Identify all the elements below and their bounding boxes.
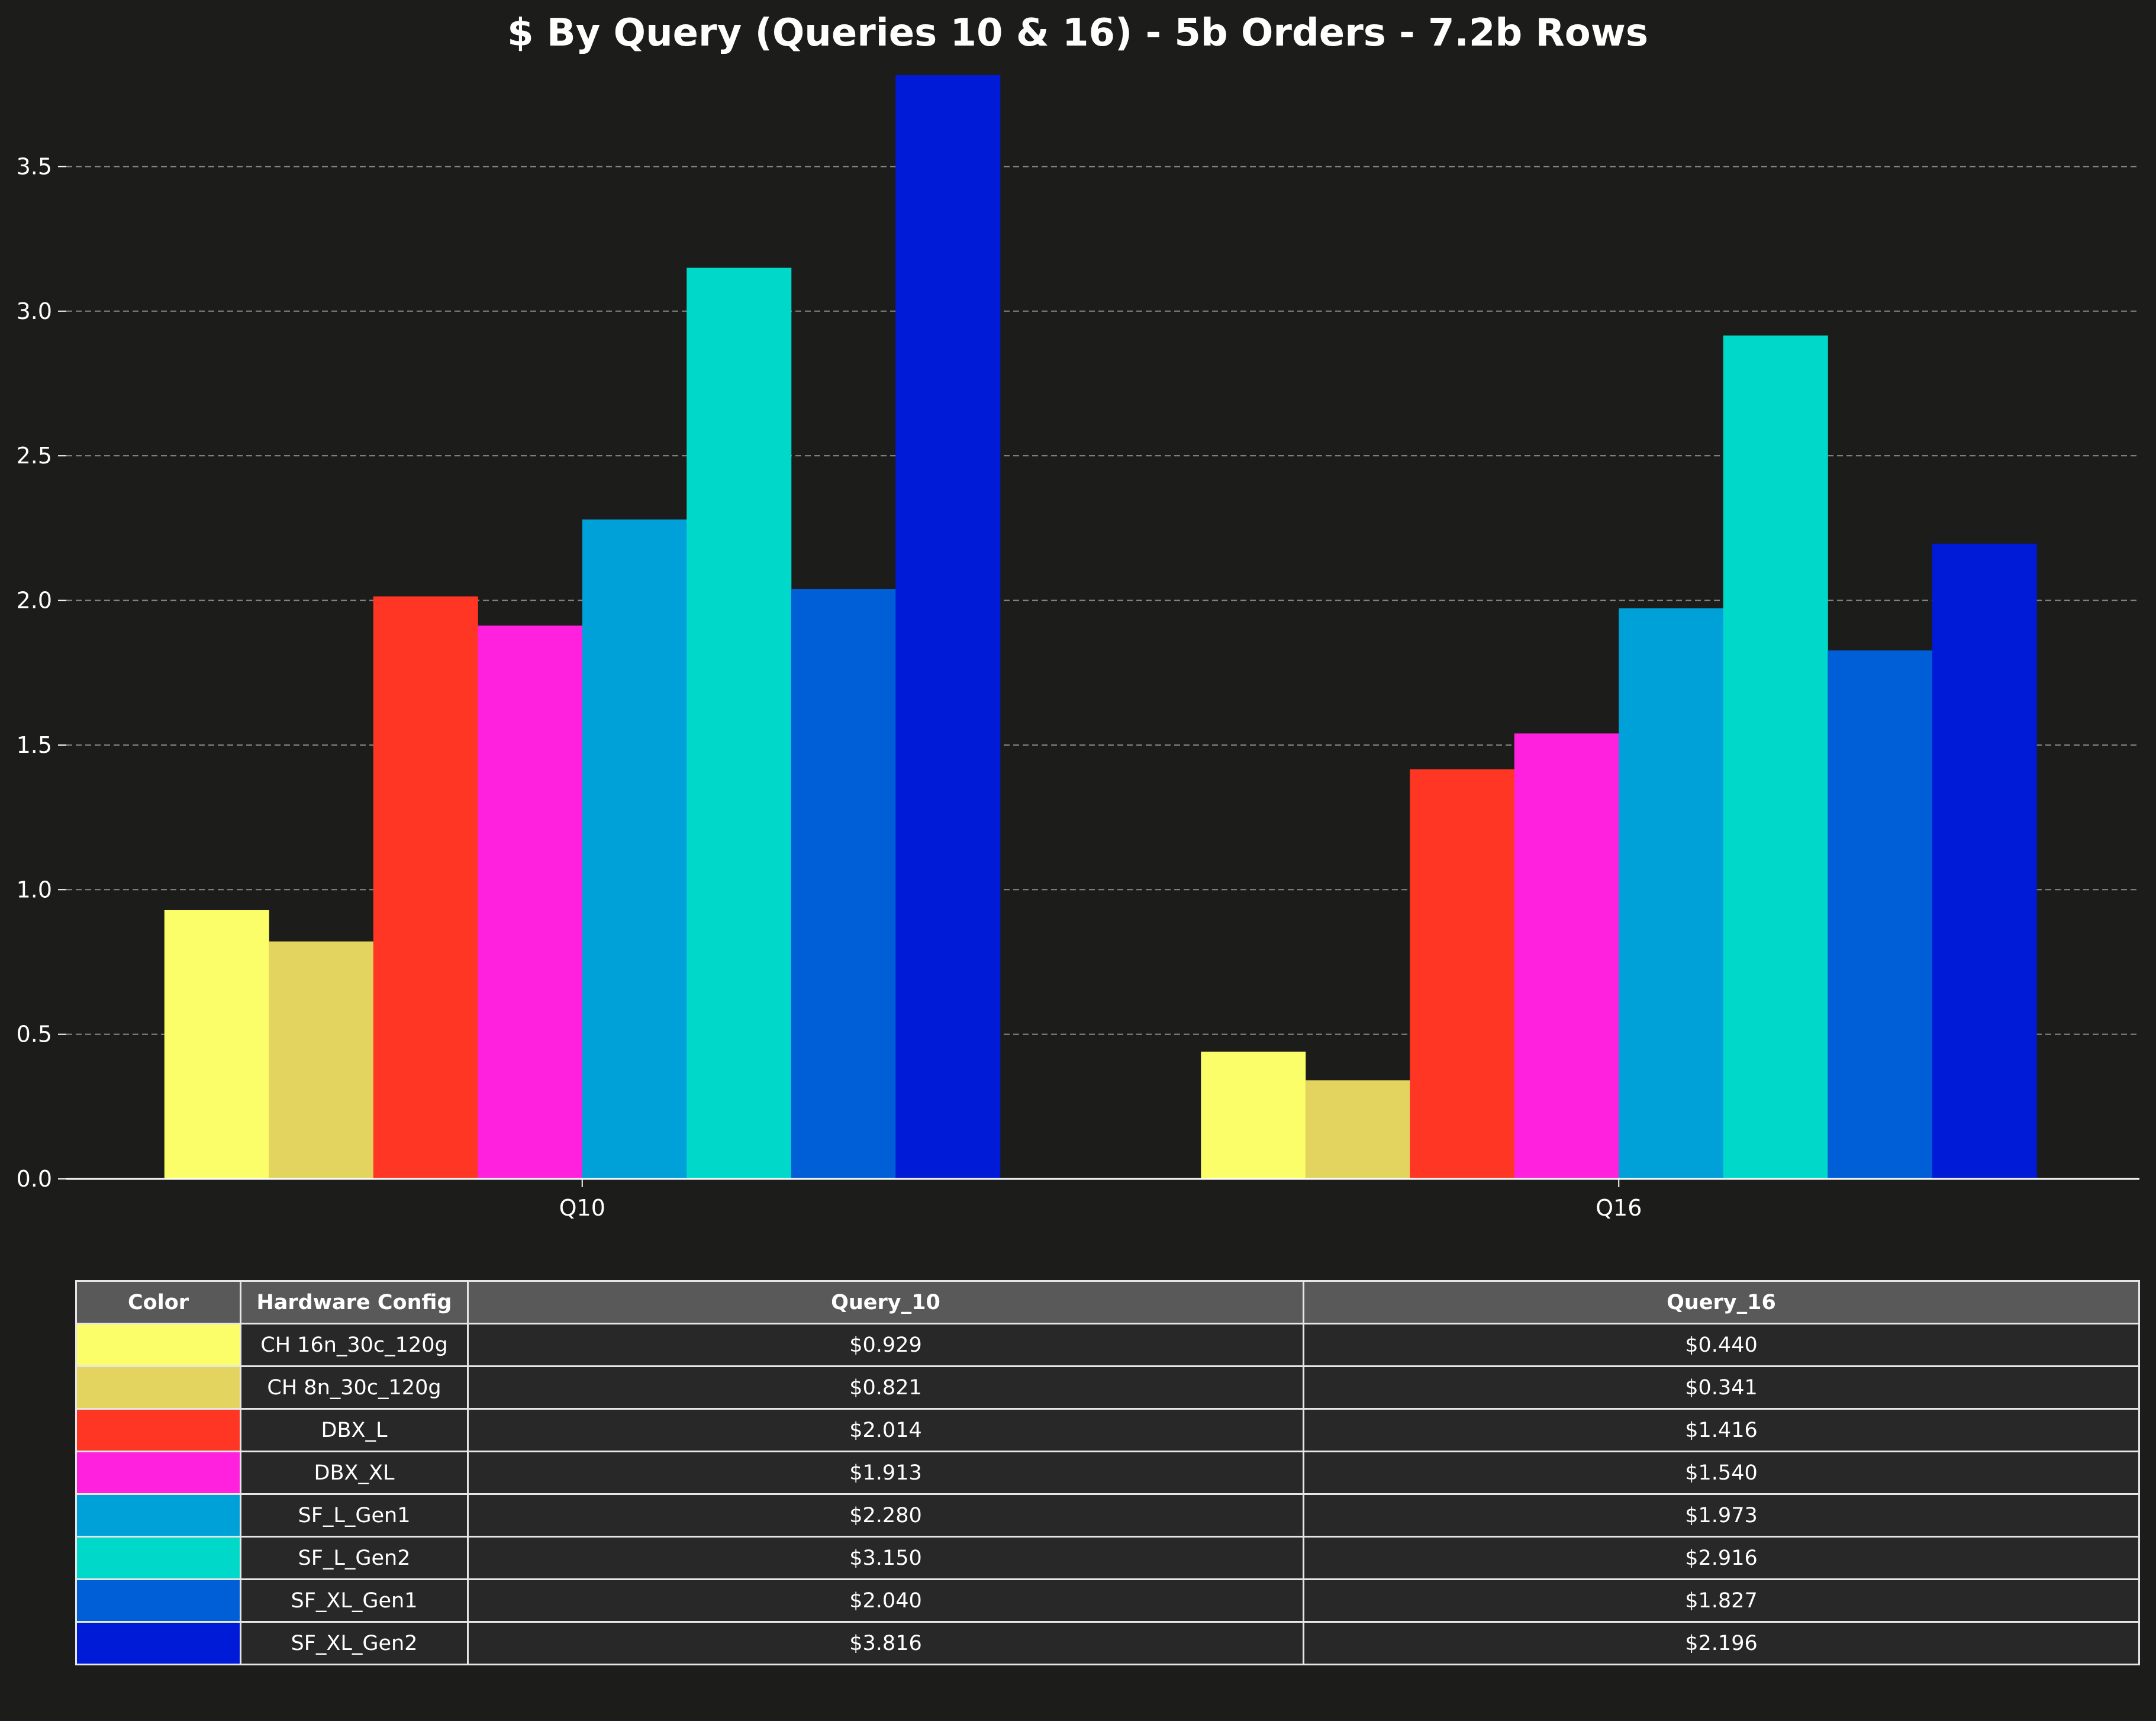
header-color: Color xyxy=(75,1280,241,1324)
bar-q16-sf-l-gen1 xyxy=(1619,608,1724,1179)
bar-q16-ch-8n-30c-120g xyxy=(1305,1080,1410,1179)
query-10-cell: $2.280 xyxy=(467,1493,1304,1538)
y-tick-label: 1.5 xyxy=(17,732,52,758)
query-10-cell: $0.929 xyxy=(467,1323,1304,1367)
table-row: SF_XL_Gen1 $2.040 $1.827 xyxy=(75,1578,2140,1623)
query-10-cell: $2.014 xyxy=(467,1408,1304,1452)
table-row: DBX_L $2.014 $1.416 xyxy=(75,1408,2140,1452)
chart-title: $ By Query (Queries 10 & 16) - 5b Orders… xyxy=(507,11,1648,55)
y-tick-label: 2.5 xyxy=(17,443,52,469)
color-swatch xyxy=(75,1621,241,1665)
bar-q10-dbx-xl xyxy=(478,626,583,1179)
axes: 0.0 0.5 1.0 1.5 2.0 2.5 3.0 3.5 Q10 Q16 xyxy=(17,153,2139,1221)
hardware-config-cell: DBX_XL xyxy=(240,1451,469,1495)
bar-q10-sf-xl-gen2 xyxy=(895,75,1001,1179)
bar-q16-dbx-xl xyxy=(1514,733,1619,1179)
table-row: CH 8n_30c_120g $0.821 $0.341 xyxy=(75,1365,2140,1410)
bar-q10-dbx-l xyxy=(373,596,478,1179)
query-10-cell: $3.150 xyxy=(467,1536,1304,1580)
hardware-config-cell: CH 16n_30c_120g xyxy=(240,1323,469,1367)
table-row: SF_XL_Gen2 $3.816 $2.196 xyxy=(75,1621,2140,1665)
y-tick-label: 2.0 xyxy=(17,588,52,614)
bar-q16-dbx-l xyxy=(1410,769,1515,1179)
query-10-cell: $2.040 xyxy=(467,1578,1304,1623)
hardware-config-cell: SF_L_Gen1 xyxy=(240,1493,469,1538)
color-swatch xyxy=(75,1493,241,1538)
header-query-16: Query_16 xyxy=(1303,1280,2140,1324)
hardware-config-cell: SF_L_Gen2 xyxy=(240,1536,469,1580)
y-tick-label: 3.5 xyxy=(17,153,52,179)
table-row: SF_L_Gen1 $2.280 $1.973 xyxy=(75,1493,2140,1538)
query-16-cell: $0.341 xyxy=(1303,1365,2140,1410)
query-16-cell: $1.540 xyxy=(1303,1451,2140,1495)
table-row: DBX_XL $1.913 $1.540 xyxy=(75,1451,2140,1495)
query-10-cell: $1.913 xyxy=(467,1451,1304,1495)
data-table: Color Hardware Config Query_10 Query_16 … xyxy=(75,1280,2140,1665)
color-swatch xyxy=(75,1408,241,1452)
y-tick-label: 0.0 xyxy=(17,1166,52,1192)
color-swatch xyxy=(75,1451,241,1495)
color-swatch xyxy=(75,1323,241,1367)
query-16-cell: $1.827 xyxy=(1303,1578,2140,1623)
bar-q10-sf-l-gen1 xyxy=(582,519,687,1179)
color-swatch xyxy=(75,1578,241,1623)
hardware-config-cell: CH 8n_30c_120g xyxy=(240,1365,469,1410)
table-row: SF_L_Gen2 $3.150 $2.916 xyxy=(75,1536,2140,1580)
x-tick-label: Q16 xyxy=(1596,1195,1642,1221)
hardware-config-cell: SF_XL_Gen1 xyxy=(240,1578,469,1623)
query-16-cell: $2.196 xyxy=(1303,1621,2140,1665)
query-16-cell: $2.916 xyxy=(1303,1536,2140,1580)
bar-q16-ch-16n-30c-120g xyxy=(1201,1051,1306,1179)
bar-q16-sf-xl-gen1 xyxy=(1828,650,1933,1179)
query-16-cell: $1.416 xyxy=(1303,1408,2140,1452)
bar-q10-sf-l-gen2 xyxy=(687,268,792,1179)
hardware-config-cell: SF_XL_Gen2 xyxy=(240,1621,469,1665)
header-hardware-config: Hardware Config xyxy=(240,1280,469,1324)
table-row: CH 16n_30c_120g $0.929 $0.440 xyxy=(75,1323,2140,1367)
hardware-config-cell: DBX_L xyxy=(240,1408,469,1452)
y-tick-label: 0.5 xyxy=(17,1021,52,1048)
bar-q10-ch-16n-30c-120g xyxy=(164,910,269,1179)
bar-q16-sf-xl-gen2 xyxy=(1932,543,2037,1179)
y-tick-label: 1.0 xyxy=(17,876,52,903)
y-tick-label: 3.0 xyxy=(17,298,52,324)
color-swatch xyxy=(75,1536,241,1580)
header-query-10: Query_10 xyxy=(467,1280,1304,1324)
bar-q16-sf-l-gen2 xyxy=(1723,335,1828,1179)
query-16-cell: $1.973 xyxy=(1303,1493,2140,1538)
query-10-cell: $3.816 xyxy=(467,1621,1304,1665)
bar-q10-ch-8n-30c-120g xyxy=(269,941,374,1179)
table-header-row: Color Hardware Config Query_10 Query_16 xyxy=(75,1280,2140,1324)
color-swatch xyxy=(75,1365,241,1410)
bars xyxy=(164,75,2037,1179)
bar-q10-sf-xl-gen1 xyxy=(791,588,896,1179)
bar-chart: $ By Query (Queries 10 & 16) - 5b Orders… xyxy=(17,11,2139,1221)
query-16-cell: $0.440 xyxy=(1303,1323,2140,1367)
x-tick-label: Q10 xyxy=(559,1195,605,1221)
query-10-cell: $0.821 xyxy=(467,1365,1304,1410)
